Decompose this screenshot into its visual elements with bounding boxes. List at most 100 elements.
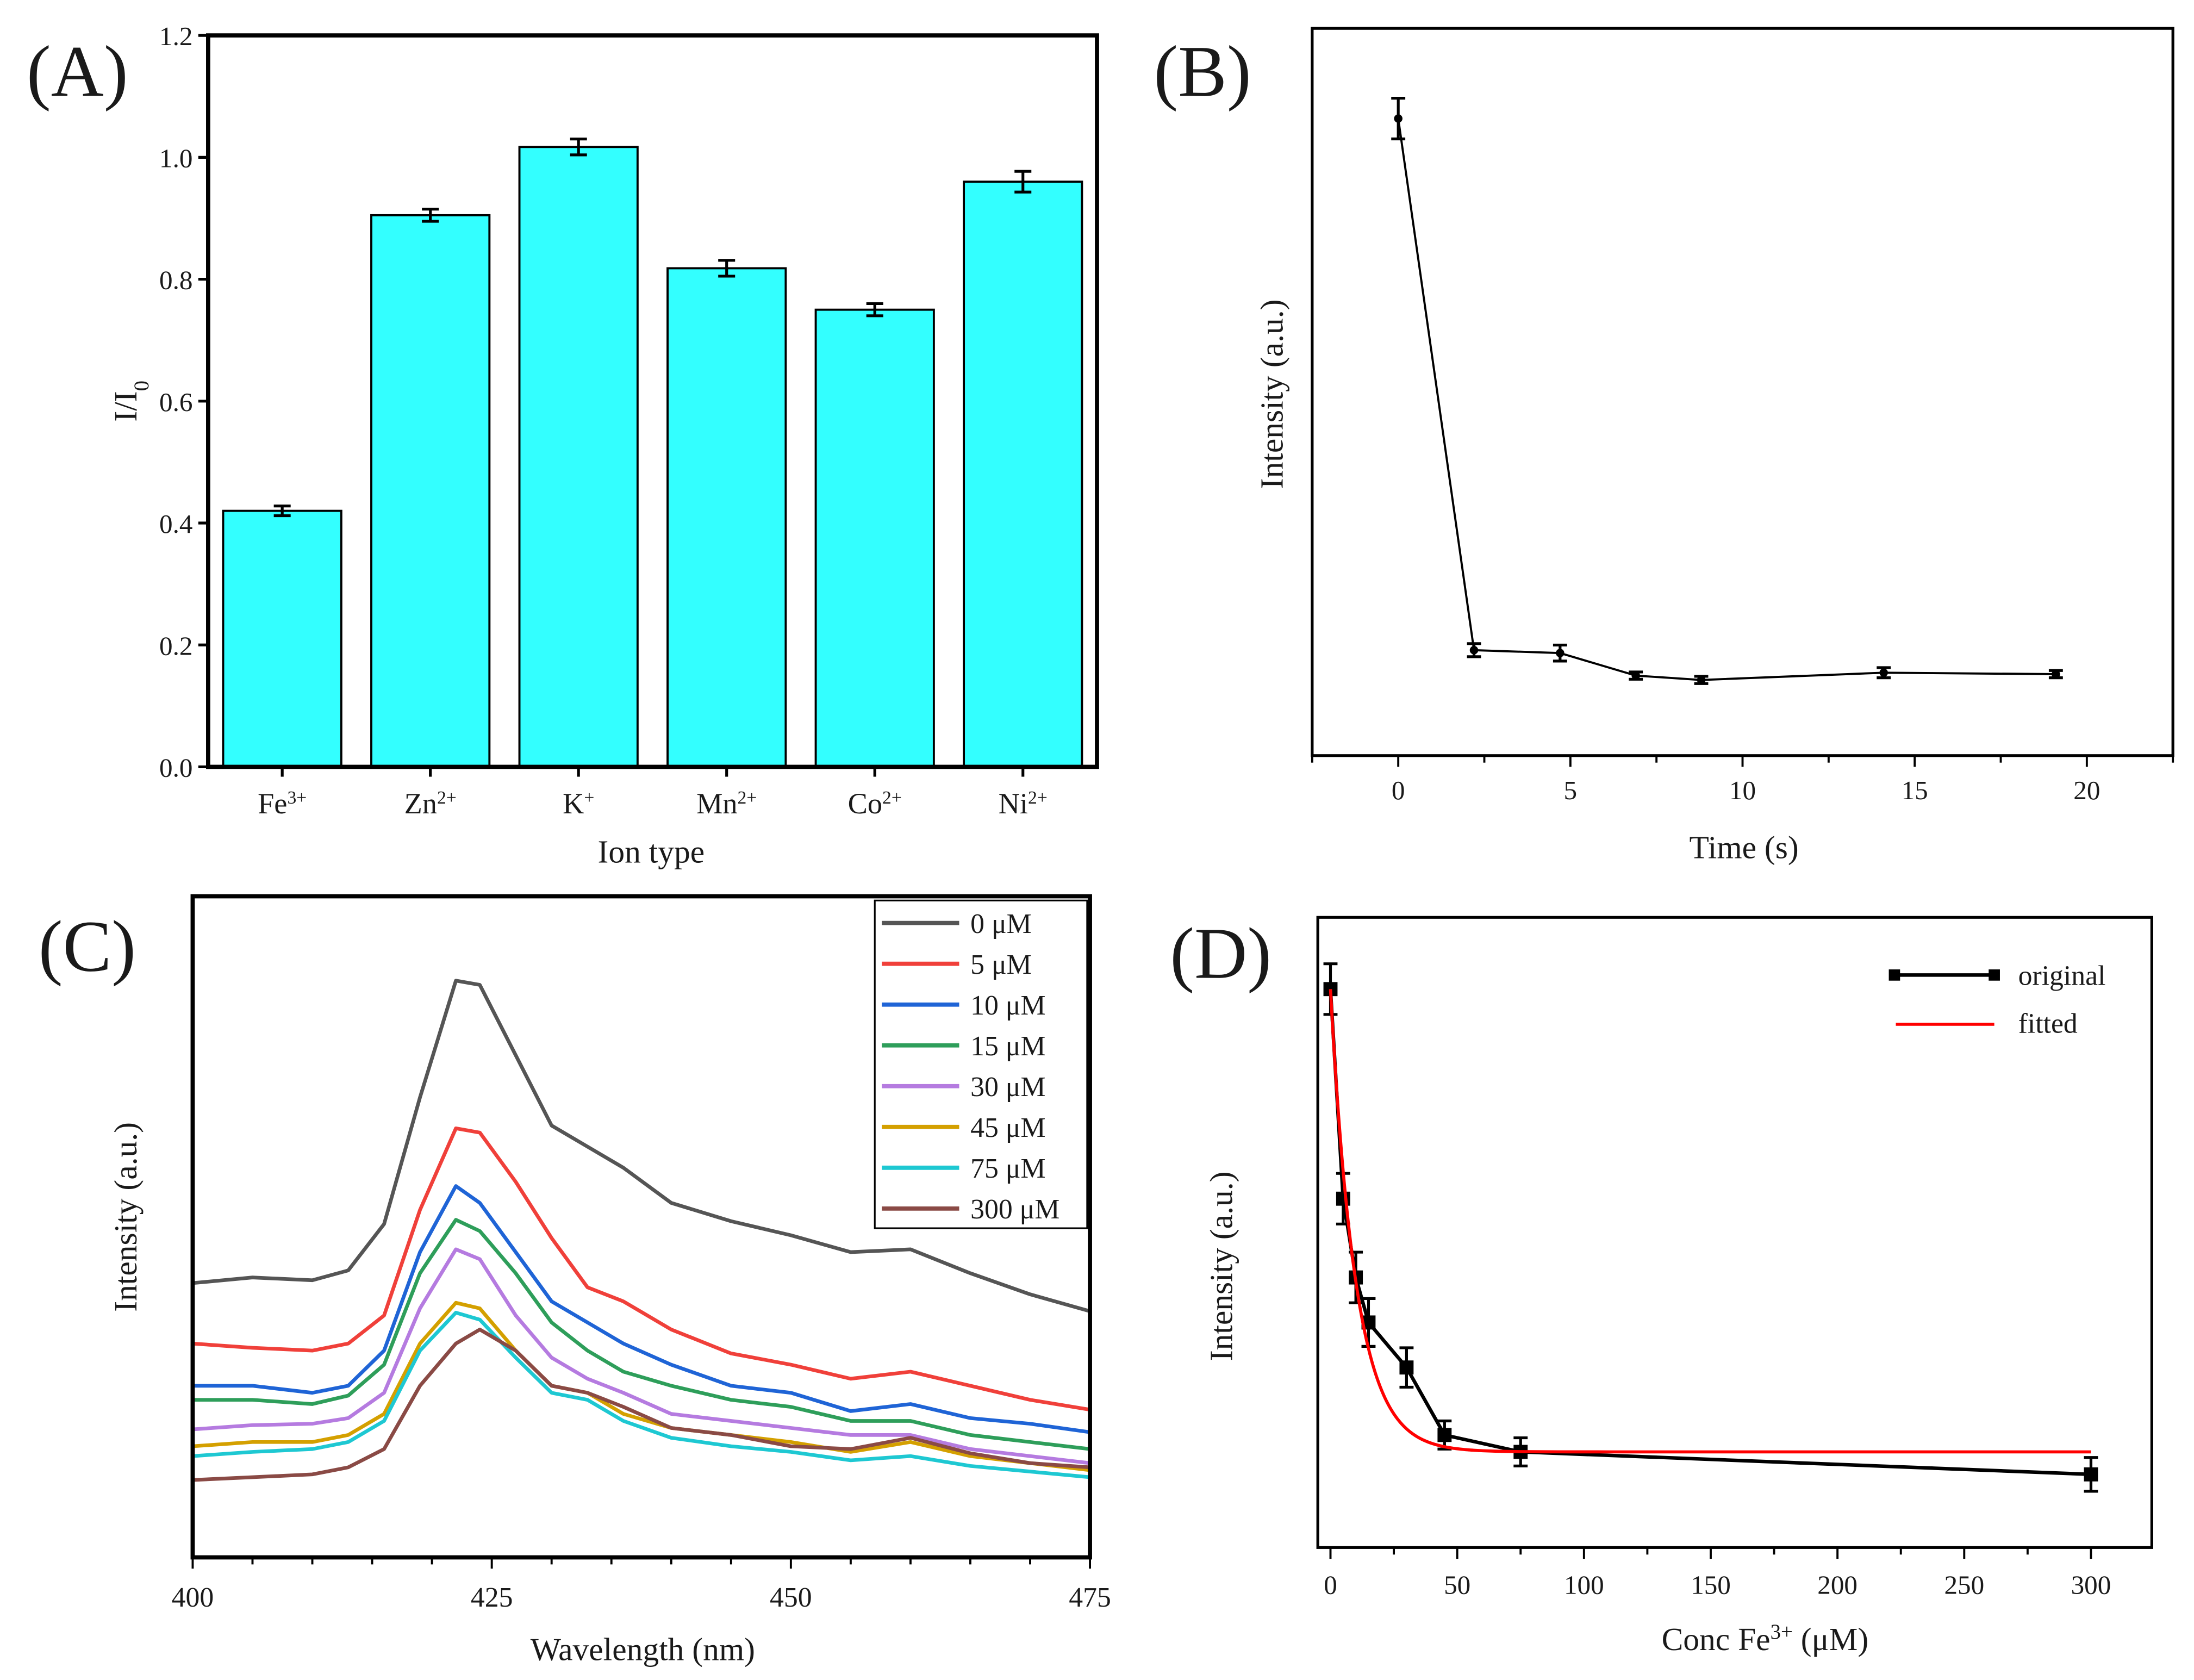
category-charge: 2+ xyxy=(437,787,457,807)
category-charge: 2+ xyxy=(1028,787,1048,807)
data-point xyxy=(1336,1191,1350,1206)
y-label-sub: 0 xyxy=(129,381,153,391)
bar xyxy=(222,509,342,768)
x-label-tail: (μM) xyxy=(1793,1621,1868,1657)
spectrum-line xyxy=(192,1310,1090,1479)
x-tick-label: 450 xyxy=(770,1582,812,1613)
x-tick-label: 400 xyxy=(172,1582,214,1613)
x-tick-label: 250 xyxy=(1944,1570,1984,1600)
category-charge: 2+ xyxy=(738,787,757,807)
legend-label: 30 μM xyxy=(970,1072,1045,1103)
legend-label: 300 μM xyxy=(970,1194,1059,1225)
bar xyxy=(814,308,935,768)
y-axis-label: Intensity (a.u.) xyxy=(1203,1172,1239,1361)
x-tick-label: 15 xyxy=(1902,775,1928,805)
x-tick-label: Zn2+ xyxy=(404,787,457,820)
x-axis-label: Conc Fe3+ (μM) xyxy=(1662,1620,1869,1657)
legend-marker xyxy=(1989,969,2000,981)
data-line xyxy=(1397,118,2056,681)
spectrum-line xyxy=(192,1218,1090,1451)
bar xyxy=(370,214,491,768)
legend-label: 10 μM xyxy=(970,990,1045,1021)
x-tick-label: 0 xyxy=(1392,775,1405,805)
x-tick-label: 425 xyxy=(471,1582,513,1613)
data-point xyxy=(1631,671,1640,680)
spectrum-line xyxy=(192,1184,1090,1434)
x-tick-label: 200 xyxy=(1817,1570,1858,1600)
x-tick-label: 5 xyxy=(1564,775,1578,805)
legend-label: 75 μM xyxy=(970,1153,1045,1184)
original-line xyxy=(1329,989,2091,1477)
y-tick-label: 0.8 xyxy=(159,265,192,295)
data-point xyxy=(1399,1360,1414,1375)
legend-label: 45 μM xyxy=(970,1112,1045,1143)
x-tick-label: 50 xyxy=(1444,1570,1470,1600)
data-point xyxy=(2084,1467,2098,1482)
category-name: Mn xyxy=(696,787,737,820)
data-point xyxy=(1879,668,1888,677)
y-label-base: I/I xyxy=(108,391,144,421)
legend: 0 μM 5 μM 10 μM 15 μM 30 μM 45 μM 75 μM 300 μM xyxy=(874,899,1088,1229)
legend-label: original xyxy=(2018,960,2106,991)
x-tick-label: Mn2+ xyxy=(696,787,757,820)
legend-marker xyxy=(1888,969,1900,981)
data-point xyxy=(1697,675,1706,685)
x-tick-label: 10 xyxy=(1729,775,1756,805)
x-label-sup: 3+ xyxy=(1771,1620,1793,1644)
category-charge: + xyxy=(584,787,594,807)
data-point xyxy=(1394,114,1403,123)
category-name: Fe xyxy=(258,787,287,820)
y-axis-label: Intensity (a.u.) xyxy=(108,1122,144,1312)
y-tick-label: 1.2 xyxy=(159,21,192,51)
x-axis-label: Ion type xyxy=(598,833,705,869)
panel-c: (C) 400 425 450 475 0 μM 5 μM 10 μM 15 μM 30 μM 45… xyxy=(39,894,1111,1667)
category-name: K xyxy=(563,787,584,820)
y-tick-label: 0.0 xyxy=(159,753,192,783)
fitted-curve xyxy=(1329,989,2091,1454)
x-label-base: Conc Fe xyxy=(1662,1621,1771,1657)
bar xyxy=(963,181,1083,768)
y-axis-label: Intensity (a.u.) xyxy=(1254,300,1290,489)
spectrum-line xyxy=(192,979,1090,1313)
category-charge: 2+ xyxy=(882,787,902,807)
bar xyxy=(518,146,639,768)
plot-frame xyxy=(1316,916,2153,1549)
legend-label: fitted xyxy=(2018,1008,2078,1039)
panel-d: (D) 0 50 100 150 200 250 300 original fitted Conc … xyxy=(1170,913,2153,1657)
category-name: Co xyxy=(848,787,882,820)
x-tick-label: Fe3+ xyxy=(258,787,307,820)
x-tick-label: 0 xyxy=(1324,1570,1337,1600)
legend-label: 15 μM xyxy=(970,1031,1045,1062)
y-axis-label: I/I0 xyxy=(108,381,153,422)
panel-a: (A)Fe3+ Zn2+ K+ Mn2+ Co2+ Ni2+0.00.20.40.60.8… xyxy=(27,21,1099,869)
category-name: Zn xyxy=(404,787,437,820)
x-axis-label: Time (s) xyxy=(1690,830,1799,866)
panel-label: (D) xyxy=(1170,913,1271,994)
data-point xyxy=(1556,649,1565,657)
data-point xyxy=(2052,670,2060,679)
legend-frame xyxy=(874,899,1088,1229)
panel-label: (B) xyxy=(1154,31,1251,112)
panel-label: (A) xyxy=(27,31,128,112)
x-tick-label: Co2+ xyxy=(848,787,902,820)
spectrum-line xyxy=(192,1127,1090,1412)
panel-label: (C) xyxy=(39,906,136,987)
legend-label: 0 μM xyxy=(970,909,1032,939)
data-point xyxy=(1437,1428,1452,1442)
category-name: Ni xyxy=(999,787,1028,820)
x-tick-label: 150 xyxy=(1691,1570,1731,1600)
plot-frame xyxy=(1311,27,2174,757)
x-tick-label: Ni2+ xyxy=(999,787,1048,820)
legend: original fitted xyxy=(1888,960,2106,1039)
bar xyxy=(666,267,787,768)
category-charge: 3+ xyxy=(287,787,307,807)
y-tick-label: 0.4 xyxy=(159,509,192,539)
plot-frame xyxy=(190,894,1092,1560)
spectrum-line xyxy=(192,1327,1090,1482)
x-tick-label: 20 xyxy=(2073,775,2100,805)
x-axis-label: Wavelength (nm) xyxy=(531,1631,755,1667)
x-tick-label: 100 xyxy=(1564,1570,1604,1600)
y-tick-label: 0.2 xyxy=(159,631,192,661)
x-tick-label: K+ xyxy=(563,787,594,820)
